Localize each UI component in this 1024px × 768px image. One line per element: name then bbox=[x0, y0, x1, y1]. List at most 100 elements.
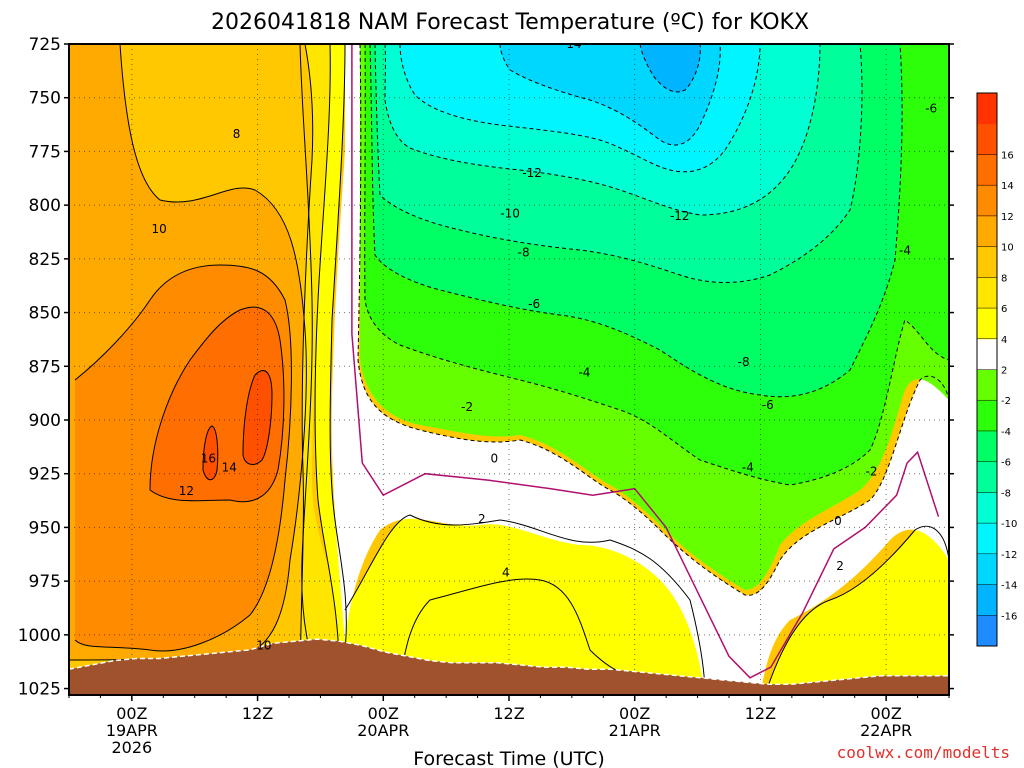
y-tick-label: 725 bbox=[29, 35, 61, 55]
contour-label: -2 bbox=[865, 465, 877, 479]
contour-label: 2 bbox=[478, 512, 486, 526]
y-tick-label: 825 bbox=[29, 250, 61, 270]
x-tick-label: 00Z bbox=[116, 704, 147, 723]
contour-line-neg10 bbox=[384, 44, 821, 216]
x-tick-label: 00Z bbox=[870, 704, 901, 723]
terrain-surface-line bbox=[69, 638, 949, 686]
colorbar-tick-label: -12 bbox=[1001, 550, 1017, 561]
y-tick-label: 1025 bbox=[18, 680, 61, 700]
contour-label: -8 bbox=[738, 355, 750, 369]
y-tick-label: 850 bbox=[29, 304, 61, 324]
temperature-region-2-to-4 bbox=[314, 44, 949, 695]
colorbar-tick-label: -6 bbox=[1001, 458, 1011, 469]
colorbar-tick-label: -2 bbox=[1001, 396, 1011, 407]
contour-label: -4 bbox=[742, 460, 754, 474]
contour-line-16 bbox=[202, 370, 273, 481]
x-tick-label: 00Z bbox=[619, 704, 650, 723]
x-tick-label: 20APR bbox=[357, 721, 409, 740]
colorbar-tick-label: 12 bbox=[1001, 212, 1014, 223]
contour-label: 12 bbox=[179, 484, 194, 498]
colorbar-tick-label: -10 bbox=[1001, 519, 1017, 530]
colorbar-tick-label: 10 bbox=[1001, 243, 1014, 254]
colorbar-swatch bbox=[977, 277, 997, 309]
colorbar-swatch bbox=[977, 338, 997, 370]
colorbar-swatch bbox=[977, 369, 997, 401]
freezing-line-0C bbox=[351, 44, 940, 679]
contour-line-neg16 bbox=[639, 44, 701, 93]
colorbar-swatch bbox=[977, 154, 997, 186]
contour-label: -14 bbox=[562, 37, 582, 51]
y-tick-label: 900 bbox=[29, 411, 61, 431]
contour-label: -6 bbox=[528, 297, 540, 311]
colorbar-swatch bbox=[977, 615, 997, 647]
colorbar-tick-label: 2 bbox=[1001, 366, 1007, 377]
colorbar-tick-label: -14 bbox=[1001, 581, 1017, 592]
contour-labels: 8 10 16 14 12 10 -14 -12 -10 -8 -12 -6 -4 -6 -8 -4 -6 -2 0… bbox=[151, 37, 937, 653]
temperature-region-neg18-to-neg16 bbox=[640, 44, 701, 92]
colorbar-swatch bbox=[977, 123, 997, 155]
colorbar-tick-label: 16 bbox=[1001, 150, 1014, 161]
colorbar-swatch bbox=[977, 308, 997, 340]
contour-line-neg12 bbox=[399, 44, 761, 173]
x-tick-label: 12Z bbox=[242, 704, 273, 723]
contour-label: 0 bbox=[834, 514, 842, 528]
y-axis: 7257507758008258508759009259509751000102… bbox=[18, 35, 954, 700]
colorbar-tick-label: 4 bbox=[1001, 335, 1007, 346]
chart-title: 2026041818 NAM Forecast Temperature (ºC)… bbox=[211, 10, 809, 35]
y-tick-label: 875 bbox=[29, 357, 61, 377]
y-tick-label: 975 bbox=[29, 572, 61, 592]
contour-label: -4 bbox=[899, 243, 911, 257]
colorbar-swatch bbox=[977, 400, 997, 432]
contour-line-2 bbox=[329, 44, 949, 695]
contour-line-neg4 bbox=[364, 44, 949, 486]
colorbar-tick-label: -16 bbox=[1001, 611, 1017, 622]
x-tick-label: 22APR bbox=[860, 721, 912, 740]
y-tick-label: 925 bbox=[29, 465, 61, 485]
contour-label: -12 bbox=[522, 166, 542, 180]
colorbar-swatch bbox=[977, 523, 997, 555]
contour-label: 10 bbox=[151, 222, 166, 236]
contour-line-neg14 bbox=[499, 44, 721, 146]
contour-label: -8 bbox=[518, 245, 530, 259]
contour-label: 2 bbox=[836, 559, 844, 573]
temperature-fill-layer bbox=[69, 44, 949, 695]
y-tick-label: 750 bbox=[29, 89, 61, 109]
contour-label: -10 bbox=[500, 207, 520, 221]
contour-line-6 bbox=[299, 44, 314, 695]
contour-label: -6 bbox=[762, 398, 774, 412]
y-tick-label: 775 bbox=[29, 142, 61, 162]
contour-lines bbox=[69, 44, 949, 695]
contour-line-14 bbox=[149, 306, 285, 503]
contour-label: 8 bbox=[233, 127, 241, 141]
colorbar-tick-label: 14 bbox=[1001, 181, 1014, 192]
colorbar: -16 -14 -12 -10 -8 -6 -4 -2 2 4 6 8 10 12 14 16 bbox=[976, 92, 1017, 647]
y-tick-label: 800 bbox=[29, 196, 61, 216]
colorbar-tick-label: 8 bbox=[1001, 273, 1007, 284]
temperature-region-4-to-6 bbox=[300, 44, 340, 695]
plot-area: 8 10 16 14 12 10 -14 -12 -10 -8 -12 -6 -4 -6 -8 -4 -6 -2 0… bbox=[68, 37, 950, 696]
contour-label: 0 bbox=[491, 452, 499, 466]
x-tick-label: 21APR bbox=[609, 721, 661, 740]
contour-line-neg8 bbox=[374, 44, 863, 283]
colorbar-swatch bbox=[977, 246, 997, 278]
x-tick-label: 00Z bbox=[368, 704, 399, 723]
colorbar-swatch bbox=[977, 93, 997, 125]
contour-label: -12 bbox=[670, 209, 690, 223]
contour-label: 4 bbox=[502, 566, 510, 580]
x-axis-title: Forecast Time (UTC) bbox=[413, 748, 604, 768]
x-tick-label: 12Z bbox=[493, 704, 524, 723]
contour-label: 10 bbox=[256, 639, 271, 653]
contour-label: 16 bbox=[201, 452, 216, 466]
colorbar-swatch bbox=[977, 492, 997, 524]
contour-label: -2 bbox=[461, 400, 473, 414]
temperature-region-16-to-18 bbox=[203, 370, 272, 480]
y-tick-label: 950 bbox=[29, 518, 61, 538]
x-tick-label: 19APR bbox=[106, 721, 158, 740]
x-tick-label: 2026 bbox=[111, 738, 152, 757]
contour-line-neg2 bbox=[357, 44, 949, 596]
colorbar-swatch bbox=[977, 584, 997, 616]
x-tick-label: 12Z bbox=[745, 704, 776, 723]
colorbar-swatch bbox=[977, 553, 997, 586]
